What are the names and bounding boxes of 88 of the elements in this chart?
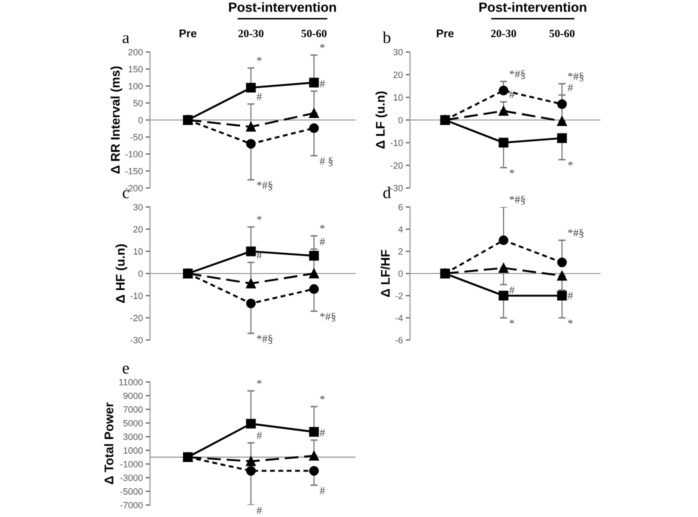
x-tick-label: Pre — [180, 30, 196, 38]
y-tick-label: 100 — [128, 82, 143, 90]
y-axis-title: Δ Total Power — [104, 402, 114, 484]
annotation: * — [257, 380, 262, 384]
annotation: # — [320, 429, 325, 436]
annotation: # — [256, 92, 262, 100]
y-tick-label: 1000 — [124, 447, 143, 454]
y-tick-label: -50 — [130, 134, 143, 140]
y-axis-title: Δ LF (u.n) — [376, 91, 388, 149]
y-tick-label: -6 — [395, 336, 403, 344]
y-tick-label: 9000 — [123, 392, 143, 400]
y-tick-label: 0 — [398, 270, 403, 277]
annotation: *#§ — [568, 72, 584, 82]
x-tick-label: 20-30 — [238, 30, 264, 38]
annotation: # § — [320, 157, 333, 166]
annotation: * — [510, 169, 514, 174]
y-tick-label: 4 — [398, 226, 403, 232]
y-tick-label: 3000 — [123, 434, 143, 440]
y-tick-label: 11000 — [119, 378, 143, 386]
y-tick-label: 30 — [133, 204, 143, 210]
annotation: *#§ — [510, 70, 525, 80]
y-tick-label: -30 — [390, 184, 403, 192]
annotation: # — [568, 292, 573, 300]
y-axis-title: Δ HF (u.n) — [116, 244, 128, 303]
chart-title: a — [122, 35, 130, 44]
annotation: * — [568, 161, 573, 166]
annotation: # — [509, 286, 514, 294]
text: Post-intervention — [229, 2, 336, 12]
y-tick-label: 10 — [134, 248, 143, 255]
annotation: * — [568, 320, 573, 324]
y-tick-label: -100 — [125, 150, 143, 158]
y-tick-label: 7000 — [123, 406, 143, 413]
y-tick-label: -20 — [390, 162, 403, 169]
annotation: * — [320, 224, 325, 229]
annotation: *#§ — [320, 312, 336, 322]
x-tick-label: 50-60 — [301, 30, 327, 38]
y-tick-label: -7000 — [120, 502, 143, 508]
chart-title: d — [383, 186, 391, 198]
y-tick-label: 30 — [393, 48, 403, 56]
y-tick-label: -20 — [130, 314, 143, 322]
annotation: *#§ — [568, 228, 584, 238]
chart-title: b — [382, 31, 390, 44]
annotation: * — [320, 44, 325, 48]
y-tick-label: -5000 — [120, 488, 143, 495]
annotation: * — [257, 56, 262, 62]
x-tick-label: 50-60 — [549, 30, 575, 38]
y-tick-label: 200 — [128, 48, 143, 56]
y-tick-label: -10 — [130, 292, 143, 300]
y-tick-label: -4 — [395, 314, 403, 322]
annotation: # — [568, 84, 573, 92]
y-tick-label: -3000 — [120, 474, 143, 482]
annotation: * — [320, 396, 325, 400]
annotation: # — [320, 80, 325, 88]
annotation: # — [509, 90, 514, 98]
y-tick-label: -10 — [390, 140, 403, 146]
y-tick-label: -2 — [395, 292, 403, 299]
annotation: # — [320, 238, 325, 246]
annotation: # — [256, 432, 262, 440]
annotation: # — [256, 506, 262, 514]
annotation: # — [256, 251, 262, 259]
y-tick-label: 10 — [394, 94, 403, 101]
chart-title: e — [122, 366, 129, 374]
text: Post-intervention — [479, 2, 586, 12]
y-tick-label: 6 — [398, 204, 403, 210]
y-tick-label: 5000 — [123, 420, 143, 426]
y-tick-label: 0 — [138, 116, 143, 124]
y-tick-label: 2 — [398, 248, 403, 255]
annotation: # — [320, 487, 325, 494]
chart-title: c — [122, 190, 129, 198]
x-tick-label: 20-30 — [491, 30, 516, 38]
y-axis-title: Δ LF/HF — [380, 250, 390, 297]
y-tick-label: 150 — [128, 66, 143, 72]
y-axis-title: Δ RR Interval (ms) — [110, 66, 122, 174]
y-tick-label: 20 — [133, 226, 143, 233]
y-tick-label: 0 — [138, 270, 143, 277]
annotation: *#§ — [257, 334, 272, 344]
y-tick-label: 20 — [393, 72, 403, 78]
annotation: * — [510, 320, 514, 324]
y-tick-label: -30 — [130, 336, 143, 344]
annotation: * — [257, 216, 262, 220]
y-tick-label: 0 — [398, 116, 403, 124]
y-tick-label: -1000 — [120, 460, 143, 468]
annotation: *#§ — [510, 196, 525, 205]
y-tick-label: -200 — [125, 184, 143, 192]
y-tick-label: -150 — [125, 168, 143, 174]
y-tick-label: 50 — [133, 100, 143, 106]
annotation: *#§ — [257, 181, 272, 190]
x-tick-label: Pre — [436, 30, 454, 38]
